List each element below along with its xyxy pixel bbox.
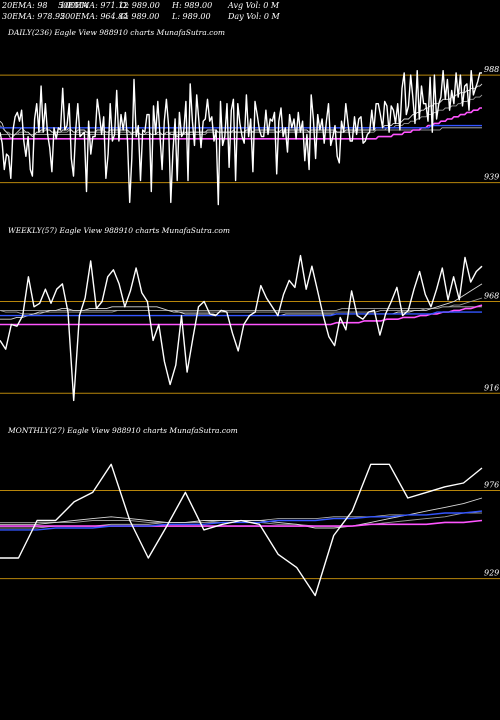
monthly-price-line (0, 463, 483, 597)
weekly-chart-title: WEEKLY(57) Eagle View 988910 charts Muna… (8, 226, 231, 235)
daily-tick-label-0: 988 (484, 65, 499, 74)
daily-chart: 988 939 (0, 65, 500, 206)
header-close: C: 989.00 (120, 12, 160, 21)
header-100ema: 100EMA: 971.12 (60, 1, 129, 10)
header-30ema: 30EMA: 978.95 (2, 12, 66, 21)
header-day-vol: Day Vol: 0 M (228, 12, 280, 21)
monthly-ema-100-line (0, 519, 483, 527)
monthly-tick-label-0: 976 (484, 481, 499, 490)
weekly-ema-200-line (0, 311, 482, 317)
daily-tick-label-1: 939 (484, 173, 499, 182)
header-200ema: 200EMA: 964.84 (60, 12, 129, 21)
daily-chart-title: DAILY(236) Eagle View 988910 charts Muna… (8, 28, 225, 37)
daily-price-line (0, 69, 482, 206)
header-50ema-overlay: 50EMA (58, 1, 88, 10)
weekly-tick-label-0: 968 (484, 292, 499, 301)
weekly-chart: 968 916 (0, 254, 500, 402)
header-high: H: 989.00 (172, 1, 213, 10)
header-avg-vol: Avg Vol: 0 M (228, 1, 280, 10)
monthly-chart-title: MONTHLY(27) Eagle View 988910 charts Mun… (8, 426, 238, 435)
weekly-price-line (0, 254, 483, 402)
header-20ema: 20EMA: 98 (2, 1, 48, 10)
monthly-ema-200-line (0, 510, 483, 531)
weekly-tick-label-1: 916 (484, 383, 499, 392)
monthly-tick-label-1: 929 (484, 569, 499, 578)
daily-ema-100-line (0, 107, 482, 140)
monthly-chart: 976 929 (0, 463, 500, 597)
weekly-ema-100-line (0, 304, 483, 326)
header-low: L: 989.00 (172, 12, 211, 21)
header-open: O: 989.00 (120, 1, 160, 10)
